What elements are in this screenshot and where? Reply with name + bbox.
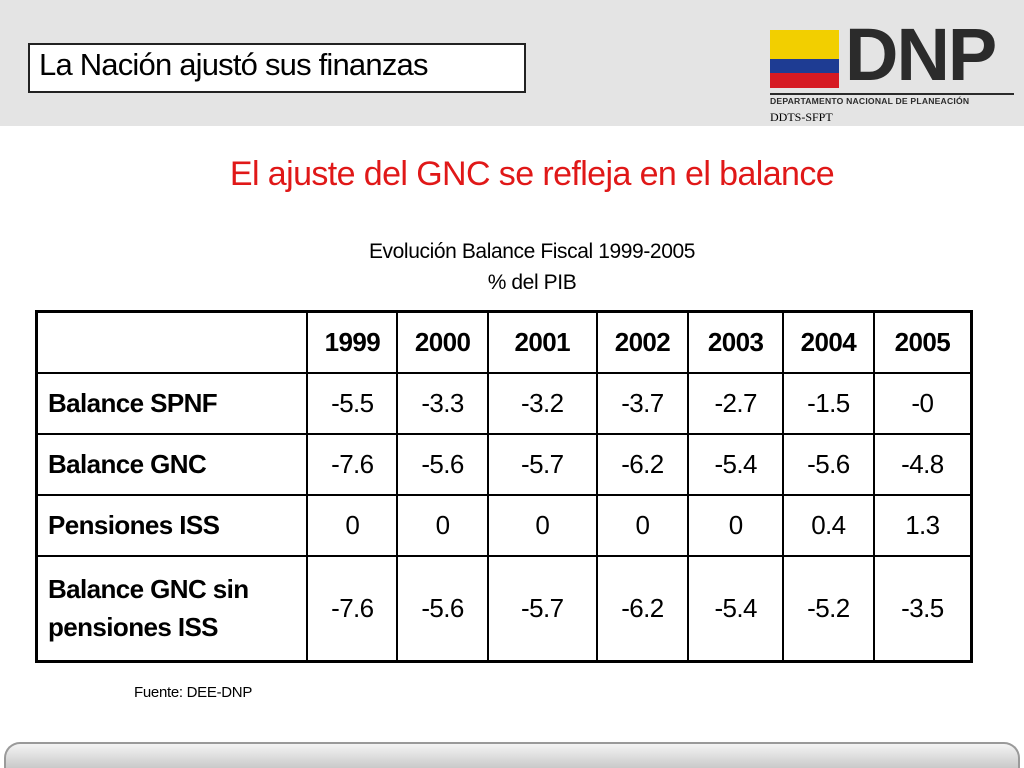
table-cell: 0 [595,493,690,557]
table-cell: 0.4 [782,493,875,557]
table-row: Balance GNC -7.6 -5.6 -5.7 -6.2 -5.4 -5.… [35,432,973,496]
table-row: Balance SPNF -5.5 -3.3 -3.2 -3.7 -2.7 -1… [35,371,973,435]
table-cell: -5.2 [782,554,875,663]
table-cell: -5.6 [396,432,489,496]
table-cell: 1.3 [872,493,973,557]
table-cell: -5.7 [486,554,598,663]
flag-blue-stripe [770,59,839,73]
table-caption: Evolución Balance Fiscal 1999-2005 % del… [0,236,1024,298]
table-cell: -4.8 [872,432,973,496]
table-cell: -3.2 [486,371,598,435]
column-header: 2003 [687,310,784,374]
colombia-flag-icon [770,30,839,88]
fiscal-balance-table: 1999 2000 2001 2002 2003 2004 2005 Balan… [35,310,973,663]
row-label: Pensiones ISS [35,493,309,557]
row-label-line: Balance GNC sin [48,574,249,605]
table-cell: -3.3 [396,371,489,435]
table-cell: -5.7 [486,432,598,496]
table-cell: -5.4 [687,432,784,496]
dnp-logo: DNP DEPARTAMENTO NACIONAL DE PLANEACIÓN [770,18,1014,126]
column-header: 2000 [396,310,489,374]
table-cell: -0 [872,371,973,435]
table-cell: 0 [687,493,784,557]
unit-label: DDTS-SFPT [770,110,833,124]
section-heading: El ajuste del GNC se refleja en el balan… [229,155,835,193]
column-header: 2002 [595,310,690,374]
flag-red-stripe [770,73,839,88]
table-cell: -7.6 [306,432,399,496]
table-cell: 0 [396,493,489,557]
table-cell: -7.6 [306,554,399,663]
table-cell: -5.5 [306,371,399,435]
table-cell: -5.4 [687,554,784,663]
table-cell: -5.6 [396,554,489,663]
table-cell: -6.2 [595,554,690,663]
source-note: Fuente: DEE-DNP [134,684,253,701]
table-cell: -1.5 [782,371,875,435]
table-caption-title: Evolución Balance Fiscal 1999-2005 [368,240,696,263]
table-cell: -3.5 [872,554,973,663]
logo-text: DNP [845,13,997,96]
row-label: Balance SPNF [35,371,309,435]
logo-subtitle: DEPARTAMENTO NACIONAL DE PLANEACIÓN [770,93,1014,106]
table-caption-unit: % del PIB [487,271,577,294]
column-header: 1999 [306,310,399,374]
table-corner-cell [35,310,309,374]
table-cell: -2.7 [687,371,784,435]
table-cell: 0 [306,493,399,557]
footer-bar [4,742,1020,768]
column-header: 2001 [486,310,598,374]
table-cell: 0 [486,493,598,557]
table-row: Balance GNC sin pensiones ISS -7.6 -5.6 … [35,554,973,663]
slide-title: La Nación ajustó sus finanzas [28,43,526,93]
column-header: 2005 [872,310,973,374]
table-row: Pensiones ISS 0 0 0 0 0 0.4 1.3 [35,493,973,557]
table-cell: -5.6 [782,432,875,496]
row-label: Balance GNC [35,432,309,496]
row-label-line: pensiones ISS [48,612,219,643]
table-cell: -3.7 [595,371,690,435]
table-header-row: 1999 2000 2001 2002 2003 2004 2005 [35,310,973,374]
row-label: Balance GNC sin pensiones ISS [35,554,309,663]
table-cell: -6.2 [595,432,690,496]
column-header: 2004 [782,310,875,374]
flag-yellow-stripe [770,30,839,59]
